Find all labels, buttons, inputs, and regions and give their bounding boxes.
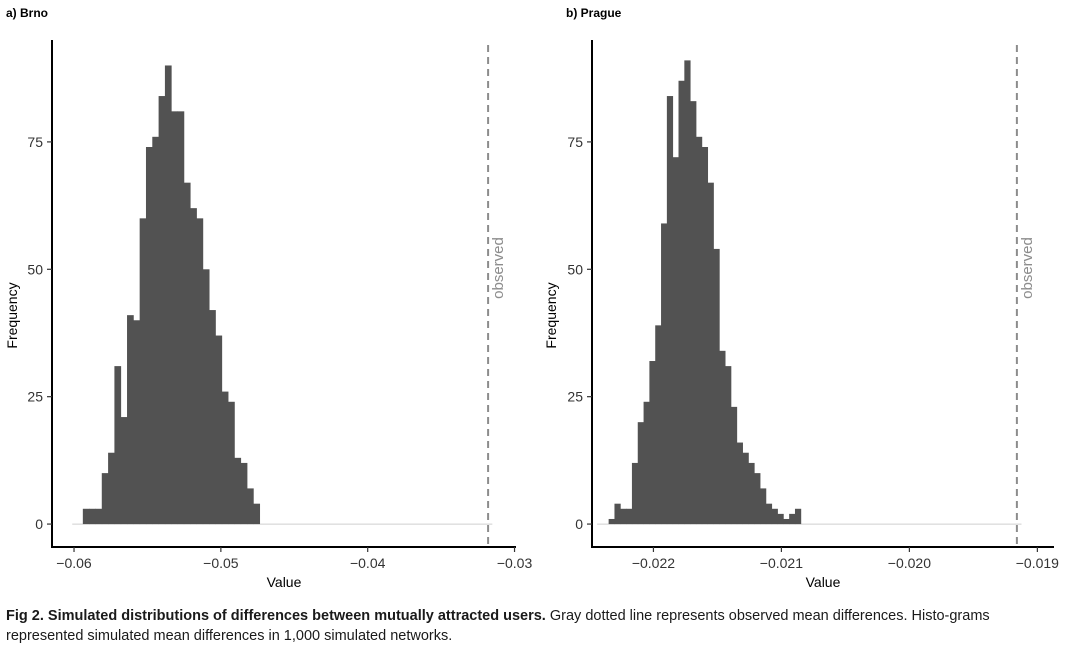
chart-prague-y-tick-label: 75 xyxy=(567,134,583,150)
chart-prague-y-tick-label: 50 xyxy=(567,261,583,277)
chart-prague-bar xyxy=(678,80,685,525)
chart-prague-bar xyxy=(666,96,674,525)
chart-prague-bar xyxy=(719,350,726,525)
chart-brno-bar xyxy=(240,462,248,525)
chart-prague-bar xyxy=(661,223,668,525)
caption-title: Fig 2. Simulated distributions of differ… xyxy=(6,608,546,624)
chart-brno-observed-label: observed xyxy=(490,237,507,299)
chart-prague-bar xyxy=(760,488,767,525)
chart-prague-y-tick-label: 0 xyxy=(575,516,583,532)
chart-prague-bar xyxy=(620,508,627,525)
chart-brno-y-tick-label: 50 xyxy=(27,261,43,277)
chart-brno-bar xyxy=(145,147,153,525)
chart-prague-x-tick-label: −0.021 xyxy=(760,555,803,571)
chart-brno-bar xyxy=(190,208,197,525)
chart-prague-bar xyxy=(713,248,720,525)
chart-prague-y-tick-label: 25 xyxy=(567,389,583,405)
chart-prague-bar xyxy=(783,518,790,525)
chart-brno-y-tick-label: 75 xyxy=(27,134,43,150)
chart-brno-bar xyxy=(95,508,103,525)
chart-prague-x-tick-label: −0.020 xyxy=(888,555,931,571)
chart-brno-bar xyxy=(158,96,166,525)
chart-prague-bar xyxy=(794,508,802,525)
chart-brno-bar xyxy=(246,488,254,525)
chart-prague-bar xyxy=(725,366,732,525)
chart-brno-bar xyxy=(171,111,178,525)
chart-brno-bar xyxy=(120,417,128,525)
chart-brno-x-tick-label: −0.05 xyxy=(203,555,239,571)
chart-prague-bar xyxy=(614,503,621,525)
chart-prague-x-tick-label: −0.019 xyxy=(1016,555,1059,571)
chart-prague-x-axis-title: Value xyxy=(806,574,841,590)
chart-brno-y-tick-label: 0 xyxy=(35,516,43,532)
chart-brno-bar xyxy=(133,320,141,525)
chart-brno-bar xyxy=(108,452,115,525)
chart-brno-bar xyxy=(114,366,122,525)
chart-brno-bar xyxy=(234,457,242,525)
chart-prague-bar xyxy=(643,401,650,525)
chart-brno-bar xyxy=(202,269,210,525)
chart-brno-bar xyxy=(127,315,134,525)
chart-brno-bar xyxy=(215,335,223,525)
chart-prague-bar xyxy=(777,513,784,525)
chart-prague-bar xyxy=(730,406,738,525)
chart-prague-bar xyxy=(754,473,761,525)
chart-prague-bar xyxy=(626,508,633,525)
chart-prague-bar xyxy=(742,452,749,525)
chart-brno-bar xyxy=(164,65,172,525)
chart-prague-bar xyxy=(608,518,615,525)
chart-prague-bar xyxy=(765,503,773,525)
chart-brno-x-tick-label: −0.06 xyxy=(56,555,92,571)
chart-prague-bar xyxy=(707,182,714,525)
chart-brno-x-tick-label: −0.03 xyxy=(497,555,533,571)
chart-prague-bar xyxy=(701,147,709,525)
figure: a) Brno observed 0 25 50 75 −0.06 −0.05 −0.04 −0.… xyxy=(4,6,1059,590)
chart-brno-bar xyxy=(228,401,235,525)
chart-brno-bar xyxy=(183,182,191,525)
chart-prague-bar xyxy=(695,136,703,525)
chart-brno-bar xyxy=(101,473,109,525)
chart-brno-y-tick-label: 25 xyxy=(27,389,43,405)
chart-prague-x-tick-label: −0.022 xyxy=(632,555,675,571)
panel-brno: a) Brno observed 0 25 50 75 −0.06 −0.05 −0.04 −0.… xyxy=(4,6,532,590)
panel-prague: b) Prague observed 0 25 50 75 −0.022 −0.021 −0.0… xyxy=(543,6,1059,590)
chart-prague-bar xyxy=(672,157,679,525)
chart-prague-bar xyxy=(655,325,662,525)
chart-prague-bar xyxy=(690,101,697,525)
chart-prague-bar xyxy=(631,462,639,525)
chart-brno-bar xyxy=(89,508,96,525)
chart-brno-bar xyxy=(209,310,216,525)
chart-brno-bar xyxy=(253,503,261,525)
chart-brno-bar xyxy=(152,136,160,525)
chart-prague-bar xyxy=(736,442,743,525)
chart-brno-panel-label: a) Brno xyxy=(6,6,48,20)
chart-prague-panel-label: b) Prague xyxy=(566,6,622,20)
chart-brno-bar xyxy=(177,111,185,525)
chart-brno-bar xyxy=(196,218,204,525)
chart-prague-bar xyxy=(748,462,755,525)
chart-brno-x-tick-label: −0.04 xyxy=(350,555,386,571)
figure-caption: Fig 2. Simulated distributions of differ… xyxy=(6,606,1064,646)
chart-prague-bar xyxy=(637,422,644,525)
chart-brno-bar xyxy=(221,391,229,525)
chart-prague-bar xyxy=(771,508,778,525)
chart-brno-y-axis-title: Frequency xyxy=(4,282,20,348)
caption-text: Gray dotted line represents observed mea… xyxy=(6,608,990,644)
chart-prague-y-axis-title: Frequency xyxy=(543,282,559,348)
chart-brno-bar xyxy=(139,218,147,525)
chart-prague-bar xyxy=(684,60,691,525)
chart-prague-bar xyxy=(789,513,796,525)
chart-brno-bar xyxy=(82,508,90,525)
chart-prague-observed-label: observed xyxy=(1019,237,1036,299)
chart-brno-x-axis-title: Value xyxy=(267,574,302,590)
chart-prague-bar xyxy=(649,361,656,525)
